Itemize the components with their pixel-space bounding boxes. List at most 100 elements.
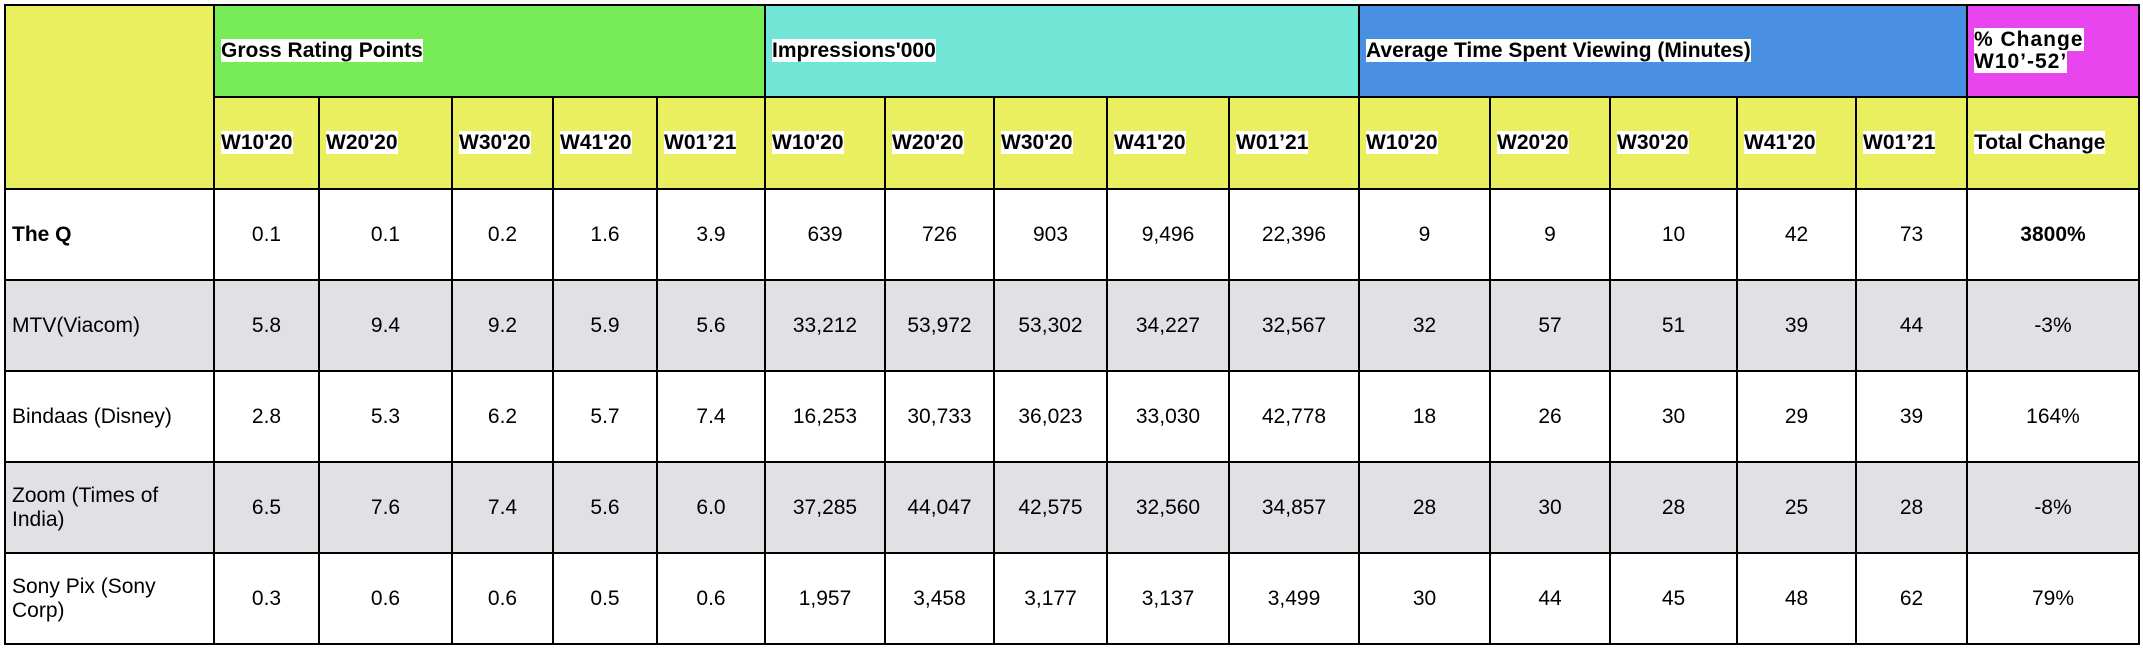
column-title: W41'20 [1114, 131, 1186, 154]
cell: 73 [1855, 188, 1968, 281]
cell: 726 [884, 188, 995, 281]
column-title: Total Change [1974, 131, 2106, 154]
cell: 3800% [1966, 188, 2140, 281]
cell: 42,575 [993, 461, 1108, 554]
cell: 57 [1489, 279, 1611, 372]
cell: 79% [1966, 552, 2140, 645]
cell: 36,023 [993, 370, 1108, 463]
group-title: % Change W10’-52’ [1974, 28, 2084, 73]
cell: 16,253 [764, 370, 886, 463]
cell: 44 [1855, 279, 1968, 372]
cell: 6.0 [656, 461, 766, 554]
cell: 5.3 [318, 370, 453, 463]
cell: 48 [1736, 552, 1857, 645]
column-header: W41'20 [1106, 96, 1230, 190]
cell: 9 [1489, 188, 1611, 281]
column-title: W10'20 [772, 131, 844, 154]
data-table: Gross Rating Points Impressions'000 Averag… [4, 4, 2140, 645]
cell: 22,396 [1228, 188, 1360, 281]
cell: 0.6 [451, 552, 554, 645]
cell: 10 [1609, 188, 1738, 281]
column-title: W20'20 [1497, 131, 1569, 154]
sub-header-row: W10'20 W20'20 W30'20 W41'20 W01’21 W10'20 W20'… [5, 96, 2140, 190]
cell: 3,499 [1228, 552, 1360, 645]
column-header: W10'20 [213, 96, 320, 190]
cell: 5.9 [552, 279, 658, 372]
table-row: Sony Pix (Sony Corp) 0.3 0.6 0.6 0.5 0.6 1,957… [4, 552, 2140, 645]
column-header: W01’21 [1228, 96, 1360, 190]
column-header: W20'20 [884, 96, 995, 190]
cell: 0.6 [318, 552, 453, 645]
cell: 51 [1609, 279, 1738, 372]
column-header: W01’21 [1855, 96, 1968, 190]
group-header: % Change W10’-52’ [1966, 4, 2140, 98]
cell: 30 [1489, 461, 1611, 554]
column-title: W30'20 [1001, 131, 1073, 154]
cell: 0.3 [213, 552, 320, 645]
cell: 0.1 [213, 188, 320, 281]
column-title: W20'20 [892, 131, 964, 154]
cell: 33,212 [764, 279, 886, 372]
corner-cell [4, 4, 215, 190]
cell: 62 [1855, 552, 1968, 645]
table-row: The Q 0.1 0.1 0.2 1.6 3.9 639 726 903 9,496 22,396… [4, 188, 2140, 281]
cell: 42 [1736, 188, 1857, 281]
cell: 45 [1609, 552, 1738, 645]
row-label: Bindaas (Disney) [4, 370, 215, 463]
cell: 9,496 [1106, 188, 1230, 281]
column-header: W30'20 [993, 96, 1108, 190]
row-label: MTV(Viacom) [4, 279, 215, 372]
group-header: Average Time Spent Viewing (Minutes) [1358, 4, 1968, 98]
cell: 7.6 [318, 461, 453, 554]
cell: 32 [1358, 279, 1491, 372]
column-title: W10'20 [221, 131, 293, 154]
cell: 34,857 [1228, 461, 1360, 554]
table-row: Zoom (Times of India) 6.5 7.6 7.4 5.6 6.0 37,2… [4, 461, 2140, 554]
cell: 29 [1736, 370, 1857, 463]
cell: 25 [1736, 461, 1857, 554]
cell: 7.4 [656, 370, 766, 463]
column-header: W01’21 [656, 96, 766, 190]
cell: -8% [1966, 461, 2140, 554]
column-header: W10'20 [764, 96, 886, 190]
cell: 9.4 [318, 279, 453, 372]
column-title: W01’21 [1236, 131, 1309, 154]
cell: 33,030 [1106, 370, 1230, 463]
cell: 7.4 [451, 461, 554, 554]
cell: 30 [1358, 552, 1491, 645]
column-title: W01’21 [664, 131, 737, 154]
column-title: W30'20 [459, 131, 531, 154]
cell: 1,957 [764, 552, 886, 645]
group-title: Average Time Spent Viewing (Minutes) [1366, 39, 1751, 62]
cell: 37,285 [764, 461, 886, 554]
cell: -3% [1966, 279, 2140, 372]
cell: 6.5 [213, 461, 320, 554]
cell: 34,227 [1106, 279, 1230, 372]
cell: 0.1 [318, 188, 453, 281]
column-title: W30'20 [1617, 131, 1689, 154]
cell: 28 [1855, 461, 1968, 554]
column-header: W20'20 [318, 96, 453, 190]
cell: 3.9 [656, 188, 766, 281]
cell: 5.6 [552, 461, 658, 554]
column-header: W41'20 [552, 96, 658, 190]
cell: 2.8 [213, 370, 320, 463]
column-title: W01’21 [1863, 131, 1936, 154]
cell: 5.8 [213, 279, 320, 372]
cell: 3,458 [884, 552, 995, 645]
group-header-row: Gross Rating Points Impressions'000 Averag… [4, 4, 2140, 190]
cell: 0.2 [451, 188, 554, 281]
cell: 3,137 [1106, 552, 1230, 645]
cell: 9.2 [451, 279, 554, 372]
group-header: Impressions'000 [764, 4, 1360, 98]
column-title: W41'20 [1744, 131, 1816, 154]
cell: 44,047 [884, 461, 995, 554]
row-label: The Q [4, 188, 215, 281]
cell: 39 [1855, 370, 1968, 463]
cell: 639 [764, 188, 886, 281]
cell: 53,972 [884, 279, 995, 372]
cell: 42,778 [1228, 370, 1360, 463]
cell: 26 [1489, 370, 1611, 463]
cell: 164% [1966, 370, 2140, 463]
cell: 6.2 [451, 370, 554, 463]
